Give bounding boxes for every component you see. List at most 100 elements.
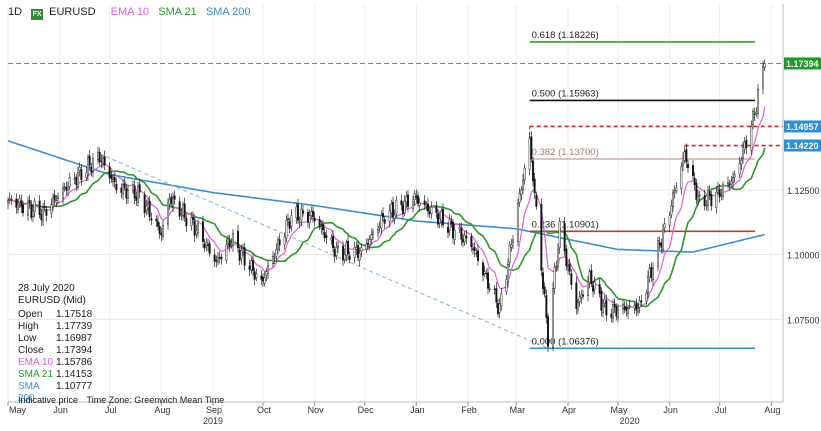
candle [78, 162, 81, 177]
candle [155, 215, 158, 228]
candle-body [462, 239, 464, 243]
candle [727, 176, 729, 189]
year-label: 2019 [203, 416, 223, 426]
candle [158, 222, 161, 239]
candle [332, 230, 334, 253]
candle [540, 198, 543, 277]
candle-body [383, 219, 386, 224]
candle-body [487, 272, 489, 289]
candle [240, 244, 243, 265]
candle-body [657, 240, 659, 267]
timeframe-selector[interactable]: 1D [8, 6, 23, 18]
candle [475, 248, 478, 258]
candle [310, 206, 313, 219]
candle [10, 195, 13, 206]
candle [673, 185, 676, 199]
candle [650, 262, 653, 283]
candle-body [707, 190, 709, 206]
candle-body [578, 296, 581, 302]
candle-body [132, 184, 134, 191]
candle-body [348, 255, 351, 261]
candle-body [27, 202, 29, 216]
candle-body [162, 225, 164, 237]
x-tick-label: Aug [154, 405, 170, 415]
candle-body [243, 247, 246, 266]
candle-body [545, 295, 548, 318]
candle-body [138, 184, 141, 193]
candle [172, 192, 174, 213]
candle [207, 238, 209, 252]
candle-body [325, 235, 328, 239]
candle-body [230, 243, 233, 245]
candle [427, 197, 429, 218]
ohlc-value: 1.10777 [56, 381, 93, 392]
candle-body [580, 294, 583, 298]
candle [685, 143, 688, 169]
candle [533, 172, 536, 199]
candle-body [672, 192, 674, 207]
candle-body [300, 208, 303, 221]
candle-body [115, 183, 118, 191]
candle-body [635, 303, 638, 311]
candle [32, 204, 34, 223]
candle [728, 179, 731, 191]
candle [102, 154, 104, 168]
legend-ema10[interactable]: EMA 10 [110, 6, 150, 18]
sma21-series [7, 147, 766, 308]
candle [530, 131, 533, 163]
candle [53, 189, 56, 207]
candle [640, 294, 643, 307]
candle [662, 224, 664, 254]
x-tick-label: Aug [764, 405, 780, 415]
candle [298, 216, 301, 228]
candle [602, 299, 604, 318]
candle [325, 229, 328, 245]
candle [250, 257, 253, 274]
candle-body [380, 215, 383, 229]
candle-body [18, 198, 21, 203]
candle [287, 212, 289, 226]
candle-body [447, 226, 449, 233]
candle-body [285, 220, 288, 239]
candle-body [602, 305, 604, 313]
candle-body [430, 206, 433, 215]
candle [683, 148, 686, 164]
candle-body [568, 263, 571, 272]
legend-sma200[interactable]: SMA 200 [205, 6, 251, 18]
candle-body [312, 210, 314, 218]
candle-body [605, 300, 608, 316]
candle [203, 238, 206, 252]
candle-body [183, 203, 186, 218]
candle-body [675, 187, 678, 191]
candle [288, 217, 291, 234]
candle-body [65, 187, 68, 191]
candle [637, 302, 639, 316]
candle [452, 218, 454, 244]
candle-body [287, 218, 289, 220]
candle-body [623, 306, 626, 310]
candle-body [22, 204, 24, 214]
candle [275, 243, 278, 262]
candle [55, 194, 58, 207]
candle [575, 276, 578, 315]
ohlc-row: SMA 21 1.14153 [18, 369, 92, 381]
candle-body [662, 229, 664, 250]
candle [348, 251, 351, 264]
candle-body [745, 139, 748, 149]
candle [692, 160, 694, 180]
symbol-label[interactable]: EURUSD [49, 6, 96, 18]
candle-body [600, 290, 603, 311]
candle-body [763, 63, 766, 68]
candle-body [53, 194, 56, 201]
candle-body [178, 201, 181, 217]
candle-body [68, 177, 71, 187]
legend-sma21[interactable]: SMA 21 [158, 6, 197, 18]
candle-body [730, 181, 733, 185]
candle [722, 181, 724, 200]
candle [263, 271, 266, 287]
candle [535, 191, 538, 210]
candle-body [743, 142, 746, 150]
candle-body [295, 206, 298, 218]
